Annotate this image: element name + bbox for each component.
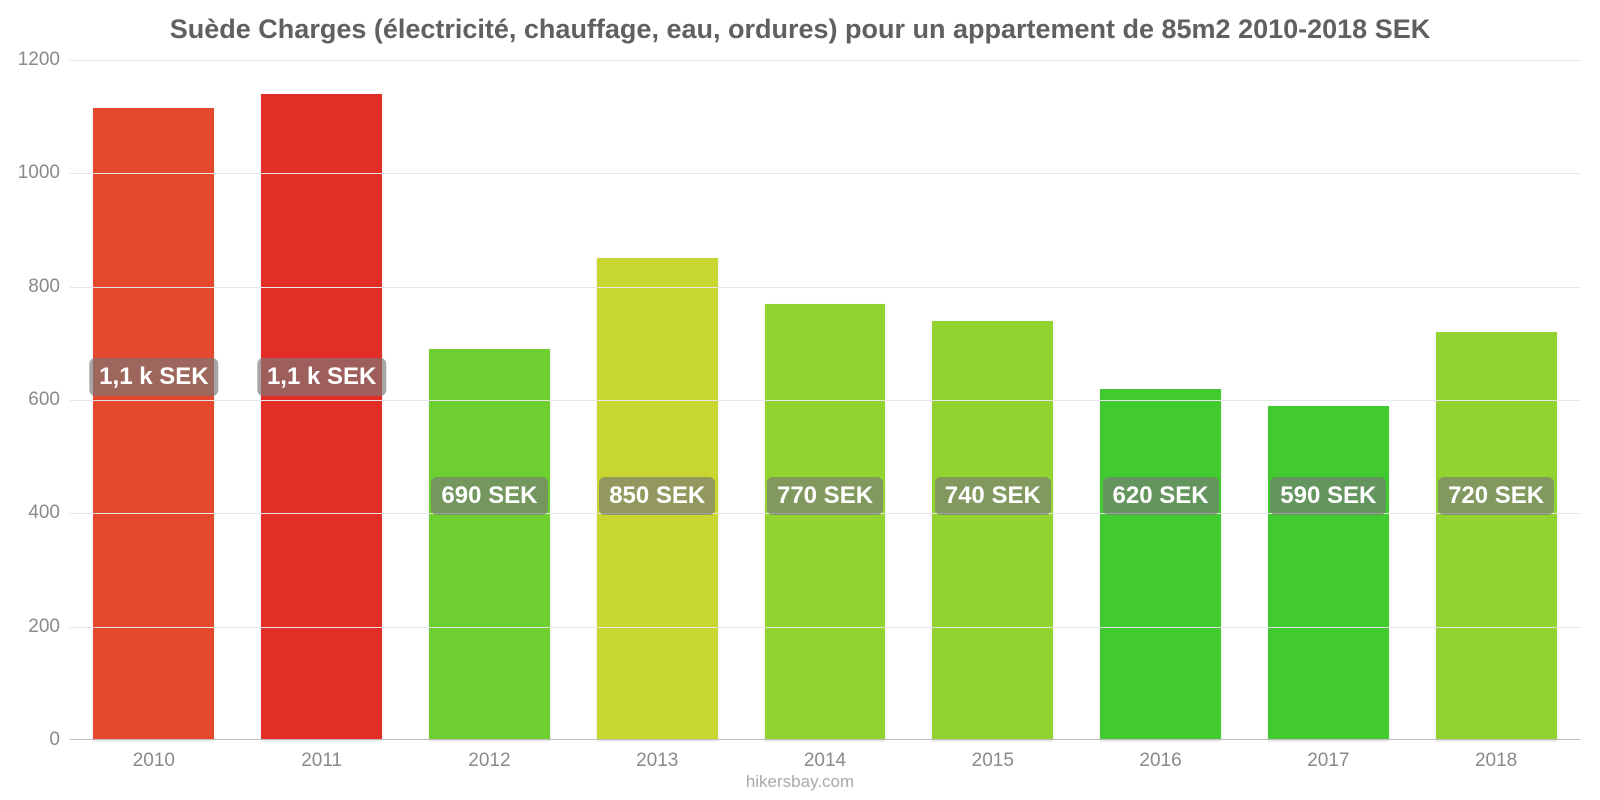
x-tick-label: 2018 (1475, 750, 1517, 772)
bar-value-label: 770 SEK (767, 477, 883, 515)
y-tick-label: 400 (28, 502, 70, 524)
x-tick-label: 2012 (468, 750, 510, 772)
chart-title: Suède Charges (électricité, chauffage, e… (0, 14, 1600, 45)
x-tick-label: 2013 (636, 750, 678, 772)
attribution: hikersbay.com (0, 772, 1600, 792)
plot-area: 02004006008001000120020101,1 k SEK20111,… (70, 60, 1580, 740)
y-tick-label: 1200 (18, 49, 70, 71)
bar (1100, 389, 1221, 740)
y-tick-label: 800 (28, 276, 70, 298)
y-tick-label: 600 (28, 389, 70, 411)
x-tick-label: 2017 (1307, 750, 1349, 772)
y-tick-label: 200 (28, 616, 70, 638)
x-tick-label: 2015 (972, 750, 1014, 772)
bar (932, 321, 1053, 740)
bar-value-label: 720 SEK (1438, 477, 1554, 515)
bar-value-label: 740 SEK (935, 477, 1051, 515)
gridline (70, 627, 1580, 628)
bar-value-label: 690 SEK (431, 477, 547, 515)
x-tick-label: 2016 (1139, 750, 1181, 772)
bar-value-label: 590 SEK (1270, 477, 1386, 515)
gridline (70, 400, 1580, 401)
bar (1268, 406, 1389, 740)
gridline (70, 287, 1580, 288)
utilities-bar-chart: Suède Charges (électricité, chauffage, e… (0, 0, 1600, 800)
bar (429, 349, 550, 740)
x-tick-label: 2010 (133, 750, 175, 772)
bar-value-label: 1,1 k SEK (257, 358, 386, 396)
x-axis-baseline (70, 739, 1580, 740)
bar (261, 94, 382, 740)
bar-value-label: 620 SEK (1103, 477, 1219, 515)
x-tick-label: 2014 (804, 750, 846, 772)
bar (765, 304, 886, 740)
bar-value-label: 1,1 k SEK (89, 358, 218, 396)
gridline (70, 173, 1580, 174)
y-tick-label: 0 (49, 729, 70, 751)
gridline (70, 60, 1580, 61)
x-tick-label: 2011 (301, 750, 342, 772)
bar (1436, 332, 1557, 740)
bar-value-label: 850 SEK (599, 477, 715, 515)
bar (93, 108, 214, 740)
y-tick-label: 1000 (18, 162, 70, 184)
